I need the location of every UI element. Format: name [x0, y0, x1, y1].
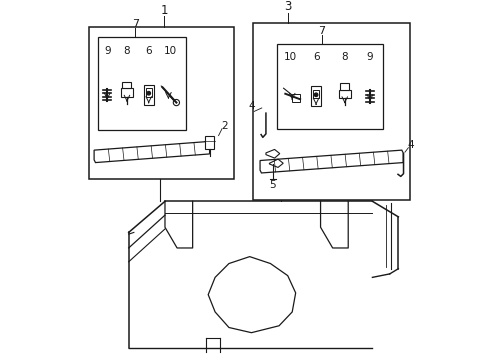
Bar: [338, 90, 350, 98]
Text: 2: 2: [221, 121, 227, 131]
Bar: [143, 85, 153, 105]
Text: 4: 4: [407, 140, 414, 150]
Circle shape: [314, 93, 317, 96]
Text: 8: 8: [341, 52, 347, 62]
Text: 1: 1: [161, 4, 168, 17]
Bar: [121, 88, 133, 97]
Bar: [122, 82, 131, 88]
Text: 9: 9: [366, 52, 372, 62]
Text: 7: 7: [317, 26, 325, 36]
Circle shape: [147, 91, 150, 95]
Text: 6: 6: [145, 46, 152, 56]
Text: 5: 5: [269, 180, 276, 190]
Text: 6: 6: [312, 52, 319, 62]
Bar: [277, 44, 382, 129]
Bar: [253, 23, 409, 199]
Text: 10: 10: [284, 52, 296, 62]
Text: 7: 7: [132, 19, 139, 29]
Bar: [145, 88, 152, 97]
Text: 10: 10: [163, 46, 176, 56]
Text: 3: 3: [284, 0, 291, 13]
Bar: [89, 27, 234, 179]
Bar: [310, 86, 320, 106]
Bar: [98, 37, 185, 130]
Text: 9: 9: [104, 46, 110, 56]
Bar: [292, 94, 299, 102]
Text: 4: 4: [247, 100, 254, 111]
Bar: [204, 136, 214, 149]
Bar: [312, 90, 319, 98]
Bar: [340, 84, 348, 90]
Text: 8: 8: [123, 46, 130, 56]
